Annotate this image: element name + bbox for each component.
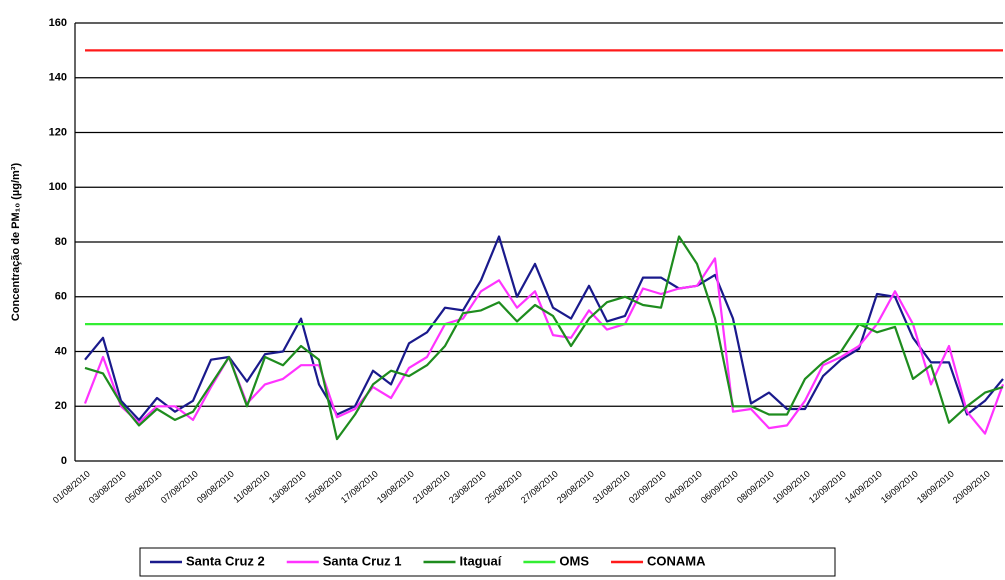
x-tick-label: 21/08/2010 [411,469,452,506]
x-tick-label: 05/08/2010 [123,469,164,506]
legend-label: Santa Cruz 2 [186,553,265,568]
legend-box [139,547,836,577]
x-tick-label: 14/09/2010 [843,469,884,506]
y-tick-label: 40 [55,345,67,357]
x-tick-label: 19/08/2010 [375,469,416,506]
legend-label: CONAMA [647,553,706,568]
x-tick-label: 13/08/2010 [267,469,308,506]
x-tick-label: 06/09/2010 [699,469,740,506]
x-tick-label: 11/08/2010 [231,469,271,505]
x-tick-label: 25/08/2010 [483,469,524,506]
legend-label: Santa Cruz 1 [323,553,402,568]
x-tick-label: 29/08/2010 [555,469,596,506]
x-tick-label: 01/08/2010 [51,469,92,506]
x-tick-label: 07/08/2010 [159,469,200,506]
x-tick-label: 31/08/2010 [591,469,632,506]
x-tick-label: 10/09/2010 [771,469,812,506]
x-tick-label: 16/09/2010 [879,469,920,506]
y-tick-label: 20 [55,400,67,412]
x-tick-label: 23/08/2010 [447,469,488,506]
x-tick-label: 04/09/2010 [663,469,704,506]
x-tick-label: 27/08/2010 [519,469,560,506]
y-tick-label: 80 [55,236,67,248]
x-tick-label: 18/09/2010 [915,469,956,506]
x-tick-label: 15/08/2010 [303,469,344,506]
y-tick-label: 0 [61,455,67,467]
y-tick-label: 60 [55,291,67,303]
legend-label: Itaguaí [460,553,502,568]
x-tick-label: 17/08/2010 [339,469,380,506]
x-tick-label: 03/08/2010 [87,469,128,506]
y-axis-title: Concentração de PM₁₀ (µg/m³) [10,163,22,322]
legend-label: OMS [559,553,589,568]
series-line [84,235,1004,421]
y-tick-label: 120 [49,126,67,138]
y-tick-label: 100 [49,181,67,193]
x-tick-label: 09/08/2010 [195,469,236,506]
series-line [84,235,1004,441]
x-tick-label: 08/09/2010 [735,469,776,506]
y-tick-label: 140 [49,72,67,84]
x-tick-label: 20/09/2010 [951,469,992,506]
x-tick-label: 12/09/2010 [807,469,848,506]
y-tick-label: 160 [49,17,67,29]
x-tick-label: 02/09/2010 [627,469,668,506]
